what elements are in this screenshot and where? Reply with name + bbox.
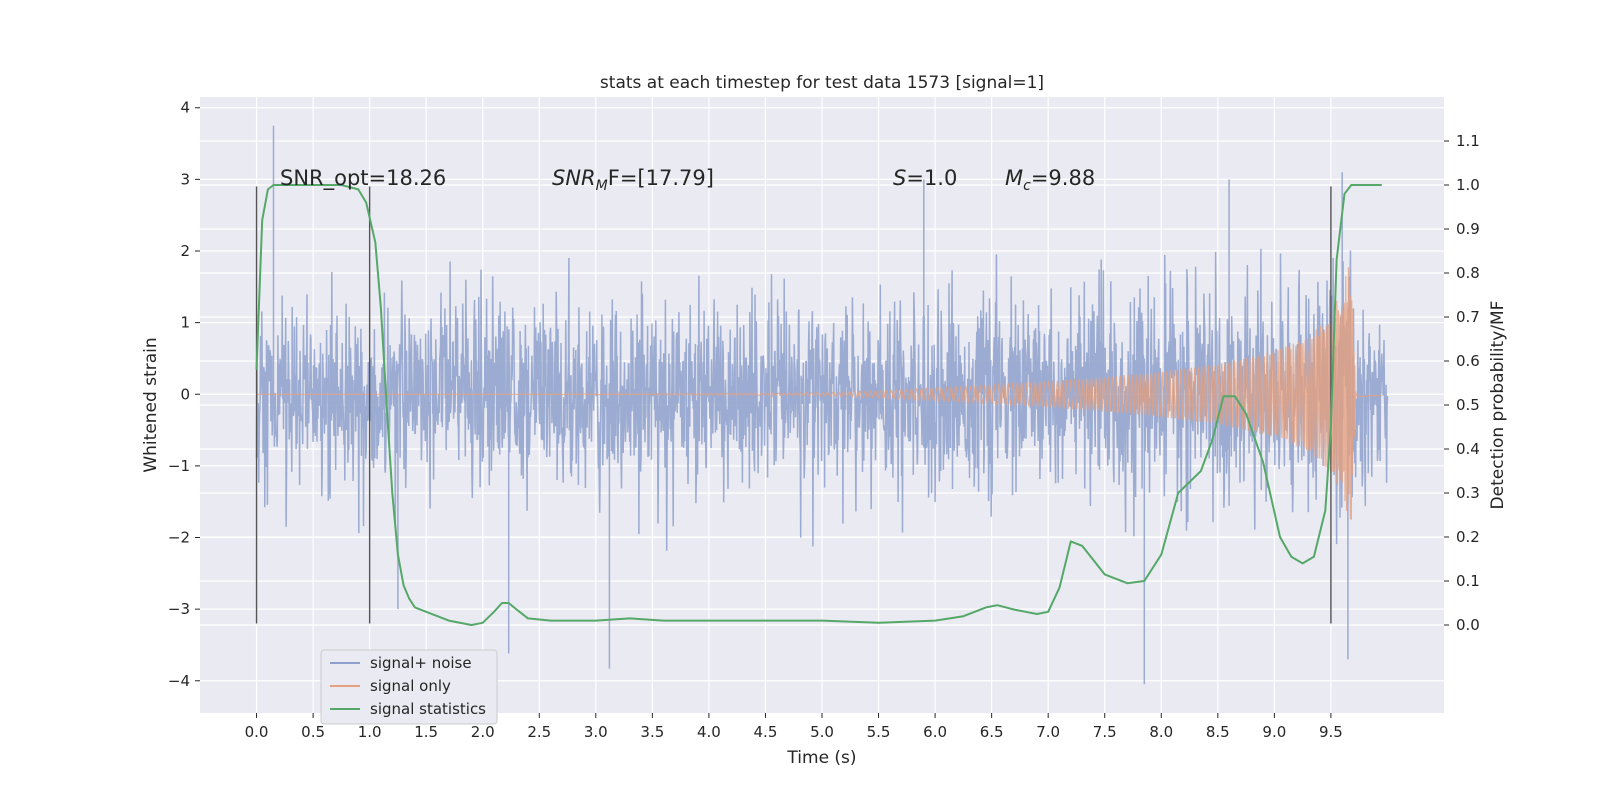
legend: signal+ noise signal only signal statist… (320, 649, 498, 725)
data-layer (255, 125, 1389, 685)
y-tick-label: 0 (180, 385, 190, 403)
annotation-s-value: =1.0 (906, 166, 957, 190)
y-tick-label: −2 (168, 529, 190, 547)
axis-layer: 0.0 0.5 1.0 1.5 2.0 2.5 3.0 3.5 4.0 4.5 5.0 5.5 6.0 6… (168, 99, 1480, 741)
chart-title: stats at each timestep for test data 157… (600, 73, 1044, 93)
y-tick-label: 3 (180, 170, 190, 188)
y-right-tick-label: 0.2 (1456, 528, 1480, 546)
annotation-mc-value: =9.88 (1031, 166, 1095, 190)
x-tick-label: 8.5 (1206, 723, 1230, 741)
annotation-mc-base: M (1005, 166, 1023, 190)
y-tick-label: −3 (168, 600, 190, 618)
series-signal-noise (255, 125, 1389, 685)
x-tick-label: 3.5 (640, 723, 664, 741)
y-right-tick-label: 0.9 (1456, 220, 1480, 238)
annotation-snr-mf-rest: F=[17.79] (608, 166, 714, 190)
x-tick-label: 9.5 (1319, 723, 1343, 741)
x-tick-label: 1.5 (414, 723, 438, 741)
x-tick-label: 6.5 (980, 723, 1004, 741)
annotation-snr-mf-base: SNR (552, 166, 596, 190)
y-tick-label: 1 (180, 314, 190, 332)
annotation-snr-mf: SNRMF=[17.79] (552, 166, 714, 194)
y-axis-right-label: Detection probability/MF (1488, 301, 1508, 510)
annotation-layer: SNR_opt=18.26 SNRMF=[17.79] S=1.0 Mc=9.8… (280, 166, 1095, 194)
annotation-mc: Mc=9.88 (1005, 166, 1095, 194)
y-tick-label: −1 (168, 457, 190, 475)
annotation-s-label: S (893, 166, 906, 190)
x-tick-label: 0.0 (245, 723, 269, 741)
y-axis-label: Whitened strain (141, 337, 161, 472)
x-tick-label: 0.5 (301, 723, 325, 741)
y-right-tick-label: 0.5 (1456, 396, 1480, 414)
x-tick-label: 7.5 (1093, 723, 1117, 741)
x-tick-label: 5.0 (810, 723, 834, 741)
x-tick-label: 4.5 (754, 723, 778, 741)
y-tick-label: −4 (168, 672, 190, 690)
y-right-tick-label: 1.0 (1456, 176, 1480, 194)
series-signal-only (256, 267, 1382, 520)
y-right-tick-label: 0.0 (1456, 616, 1480, 634)
x-tick-label: 8.0 (1149, 723, 1173, 741)
x-tick-label: 9.0 (1262, 723, 1286, 741)
legend-label-signal-statistics: signal statistics (370, 700, 486, 718)
series-signal-statistics (255, 184, 1382, 626)
legend-label-signal-noise: signal+ noise (370, 654, 472, 672)
y-right-tick-label: 0.8 (1456, 264, 1480, 282)
x-tick-label: 2.5 (527, 723, 551, 741)
y-right-tick-label: 0.4 (1456, 440, 1480, 458)
y-right-tick-label: 0.3 (1456, 484, 1480, 502)
y-right-tick-label: 0.1 (1456, 572, 1480, 590)
x-tick-label: 4.0 (697, 723, 721, 741)
x-tick-label: 3.0 (584, 723, 608, 741)
x-tick-label: 5.5 (867, 723, 891, 741)
y-right-tick-label: 0.7 (1456, 308, 1480, 326)
x-tick-label: 1.0 (358, 723, 382, 741)
y-right-tick-label: 1.1 (1456, 132, 1480, 150)
annotation-snr-mf-sub: M (596, 178, 608, 194)
y-tick-label: 2 (180, 242, 190, 260)
x-tick-label: 6.0 (923, 723, 947, 741)
legend-label-signal-only: signal only (370, 677, 451, 695)
annotation-mc-sub: c (1023, 178, 1031, 194)
legend-frame (320, 649, 498, 725)
x-axis-label: Time (s) (786, 748, 856, 768)
annotation-snr-opt: SNR_opt=18.26 (280, 166, 446, 191)
x-tick-label: 7.0 (1036, 723, 1060, 741)
y-right-tick-label: 0.6 (1456, 352, 1480, 370)
annotation-s: S=1.0 (893, 166, 957, 190)
y-tick-label: 4 (180, 99, 190, 117)
x-tick-label: 2.0 (471, 723, 495, 741)
